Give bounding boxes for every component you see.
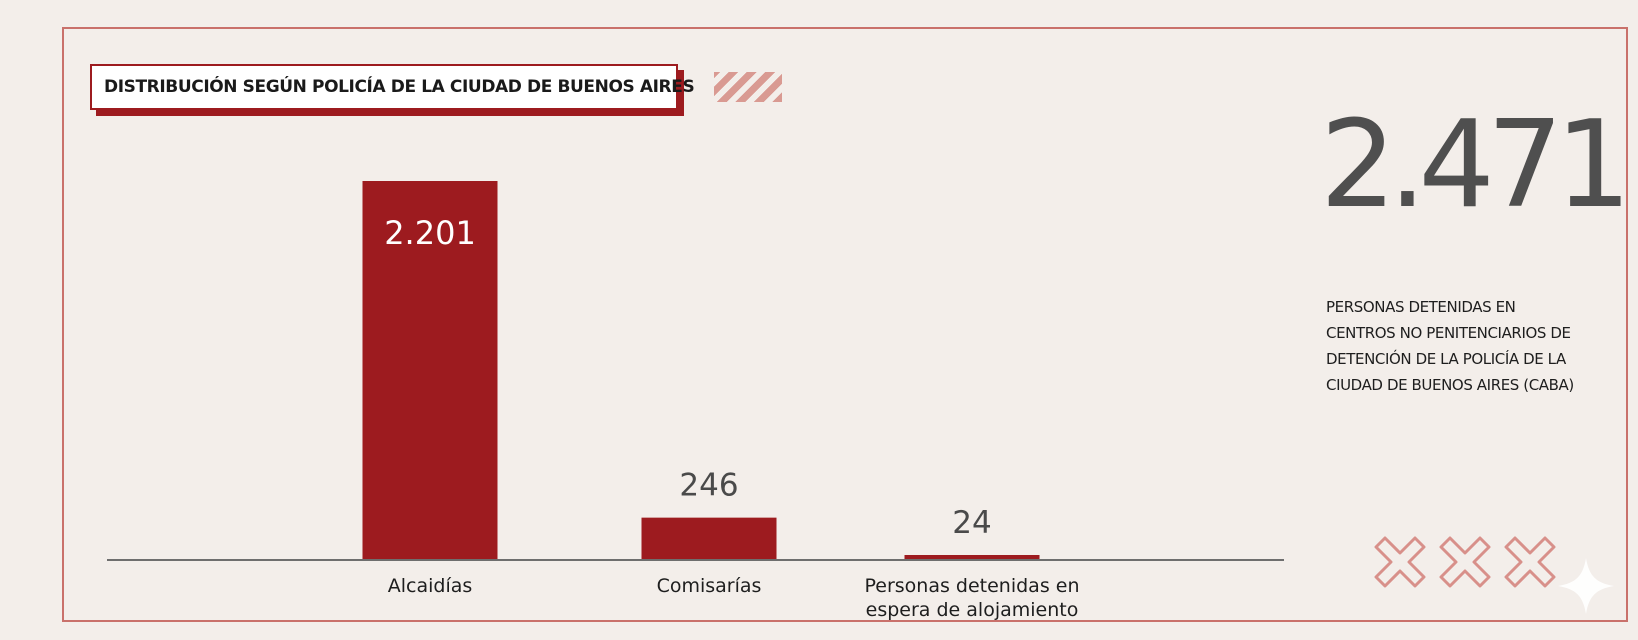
total-value: 2.471 bbox=[1320, 96, 1632, 235]
x-cross-icon bbox=[1374, 536, 1426, 588]
bar-chart: 2.201 Alcaidías 246 Comisarías 24 Personas de… bbox=[107, 181, 1284, 621]
bar-3 bbox=[904, 555, 1040, 560]
bar-1 bbox=[362, 181, 498, 560]
category-label-3: Personas detenidas en espera de alojamien… bbox=[864, 575, 1079, 621]
four-point-star-icon bbox=[1558, 558, 1614, 614]
x-cross-icon bbox=[1504, 536, 1556, 588]
x-cross-icon bbox=[1439, 536, 1491, 588]
chart-frame bbox=[62, 27, 1628, 622]
chart-title: DISTRIBUCIÓN SEGÚN POLICÍA DE LA CIUDAD … bbox=[90, 64, 695, 110]
data-label-2: 246 bbox=[679, 468, 738, 504]
category-label-2: Comisarías bbox=[657, 575, 762, 597]
chart-title-badge: DISTRIBUCIÓN SEGÚN POLICÍA DE LA CIUDAD … bbox=[90, 64, 695, 116]
bar-2 bbox=[641, 517, 777, 560]
total-description: PERSONAS DETENIDAS EN CENTROS NO PENITEN… bbox=[1326, 298, 1574, 394]
data-label-3: 24 bbox=[952, 505, 991, 541]
cross-decorations bbox=[1374, 536, 1556, 588]
hatched-stripes-icon bbox=[714, 72, 782, 102]
category-label-1: Alcaidías bbox=[388, 575, 473, 597]
data-label-1: 2.201 bbox=[384, 214, 476, 252]
